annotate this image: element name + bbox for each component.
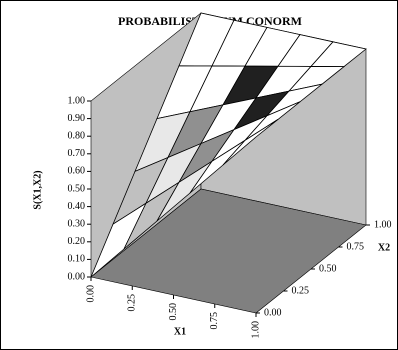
x1-axis-title: X1 [174,326,186,337]
x2-tick-label: 1.00 [374,219,392,230]
x1-tick-label: 1.00 [250,321,261,339]
z-tick-label: 0.10 [68,254,86,265]
z-tick-label: 0.80 [68,130,86,141]
z-tick-label: 0.40 [68,201,86,212]
z-tick-label: 1.00 [68,95,86,106]
x2-tick-label: 0.00 [264,307,282,318]
x1-tick-label: 0.00 [85,285,96,303]
z-tick-label: 0.90 [68,113,86,124]
x1-tick-label: 0.50 [168,303,179,321]
x1-tick-label: 0.25 [127,294,138,312]
z-tick-label: 0.20 [68,236,86,247]
x2-axis-title: X2 [378,242,390,253]
x2-tick-label: 0.50 [319,263,337,274]
z-tick-label: 0.70 [68,148,86,159]
surface-patch [222,119,279,166]
x1-tick-label: 0.75 [209,312,220,330]
z-tick-label: 0.60 [68,166,86,177]
z-tick-label: 0.30 [68,218,86,229]
z-axis-title: S(X1,X2) [32,170,43,209]
x2-tick-label: 0.25 [292,285,310,296]
z-tick-label: 0.50 [68,183,86,194]
z-tick-label: 0.00 [68,271,86,282]
x2-tick-label: 0.75 [347,241,365,252]
